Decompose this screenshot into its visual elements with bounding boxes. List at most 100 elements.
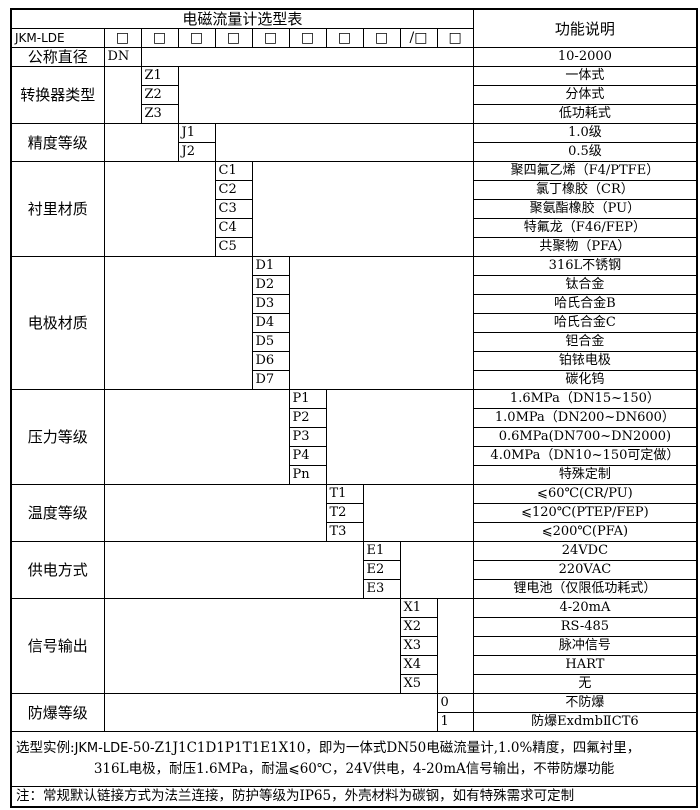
table-row: X3 脉冲信号	[11, 636, 698, 656]
option-code: T1	[325, 484, 364, 504]
blank-cell	[103, 598, 401, 694]
option-code: C4	[214, 218, 253, 238]
option-function: 共聚物（PFA）	[472, 237, 698, 257]
option-function: 聚四氟乙烯（F4/PTFE）	[472, 161, 698, 181]
blank-cell	[103, 123, 179, 162]
group-label: 防爆等级	[10, 693, 105, 732]
option-code: C1	[214, 161, 253, 181]
group-label: 温度等级	[10, 484, 105, 542]
example-line1: -50-Z1J1C1D1P1T1E1X10，即为一体式DN50电磁流量计,1.0…	[128, 740, 641, 756]
diameter-label: 公称直径	[10, 47, 105, 67]
option-code: X3	[399, 636, 438, 656]
option-code: Z1	[140, 66, 179, 86]
option-code: D5	[251, 332, 290, 352]
table-row: Pn 特殊定制	[11, 465, 698, 485]
option-function: 分体式	[472, 85, 698, 105]
option-code: P2	[288, 408, 327, 428]
table-row: X5 无	[11, 674, 698, 694]
table-row: 电极材质 D1 316L不锈钢	[10, 256, 698, 390]
option-function: 不防爆	[472, 693, 698, 713]
option-code: D7	[251, 370, 290, 390]
option-function: 碳化钨	[472, 370, 698, 390]
option-code: D2	[251, 275, 290, 295]
table-row: T3 ⩽200℃(PFA)	[11, 522, 698, 542]
table-row: D2 钛合金	[11, 275, 698, 295]
blank-cell	[399, 541, 474, 599]
option-function: HART	[472, 655, 698, 675]
example-model: JKM-LDE	[74, 741, 129, 756]
table-row: E2 220VAC	[11, 560, 698, 580]
option-code: T3	[325, 522, 364, 542]
group-label: 信号输出	[10, 598, 105, 694]
option-code: D3	[251, 294, 290, 314]
group-label: 压力等级	[10, 389, 105, 485]
option-function: 0.5级	[472, 142, 698, 162]
option-function: 1.6MPa（DN15~150）	[472, 389, 698, 409]
option-function: 1.0级	[472, 123, 698, 143]
option-function: 无	[472, 674, 698, 694]
option-function: 220VAC	[472, 560, 698, 580]
code-box: □	[103, 28, 142, 48]
blank-cell	[436, 598, 474, 694]
option-function: 低功耗式	[472, 104, 698, 124]
option-function: 一体式	[472, 66, 698, 86]
blank-cell	[103, 66, 142, 124]
option-function: 316L不锈钢	[472, 256, 698, 276]
blank-cell	[251, 161, 474, 257]
option-code: 0	[436, 693, 474, 713]
table-row: X4 HART	[11, 655, 698, 675]
table-row: 衬里材质 C1 聚四氟乙烯（F4/PTFE）	[10, 161, 698, 257]
selection-table: 电磁流量计选型表 功能说明 JKM-LDE □ □ □ □ □ □ □ □/□ □ 公称直径 D…	[10, 8, 699, 808]
table-row: C3 聚氨酯橡胶（PU）	[11, 199, 698, 219]
option-code: D4	[251, 313, 290, 333]
example-prefix: 选型实例:	[16, 740, 75, 756]
group-label: 供电方式	[10, 541, 105, 599]
blank-cell	[362, 484, 474, 542]
blank-cell	[103, 693, 438, 732]
code-box: □	[362, 28, 401, 48]
blank-cell	[103, 389, 290, 485]
table-row: 温度等级 T1 ⩽60℃(CR/PU)	[10, 484, 698, 542]
option-function: 聚氨酯橡胶（PU）	[472, 199, 698, 219]
option-code: E1	[362, 541, 401, 561]
table-row: D5 钽合金	[11, 332, 698, 352]
blank-cell	[140, 47, 474, 67]
table-row: X2 RS-485	[11, 617, 698, 637]
option-code: C2	[214, 180, 253, 200]
option-function: ⩽120℃(PTEP/FEP)	[472, 503, 698, 523]
option-code: 1	[436, 712, 474, 732]
model-prefix: JKM-LDE	[10, 28, 105, 48]
code-box: /□	[399, 28, 438, 48]
option-function: 24VDC	[472, 541, 698, 561]
option-code: Z3	[140, 104, 179, 124]
option-function: 0.6MPa(DN700~DN2000)	[472, 427, 698, 447]
blank-cell	[103, 541, 364, 599]
blank-cell	[325, 389, 474, 485]
option-code: X4	[399, 655, 438, 675]
option-code: X1	[399, 598, 438, 618]
blank-cell	[177, 66, 474, 124]
option-function: 特殊定制	[472, 465, 698, 485]
table-row: 压力等级 P1 1.6MPa（DN15~150）	[10, 389, 698, 485]
option-code: X2	[399, 617, 438, 637]
table-row: Z3 低功耗式	[11, 104, 698, 124]
option-code: E3	[362, 579, 401, 599]
option-function: ⩽200℃(PFA)	[472, 522, 698, 542]
option-code: P1	[288, 389, 327, 409]
diameter-function: 10-2000	[472, 47, 698, 67]
note: 注：常规默认链接方式为法兰连接，防护等级为IP65，外壳材料为碳钢，如有特殊需求…	[10, 786, 698, 808]
blank-cell	[214, 123, 474, 162]
table-row: D3 哈氏合金B	[11, 294, 698, 314]
option-function: 4.0MPa（DN10~150可定做）	[472, 446, 698, 466]
group-label: 电极材质	[10, 256, 105, 390]
code-box: □	[251, 28, 290, 48]
table-row: 精度等级 J1 1.0级	[10, 123, 698, 162]
blank-cell	[288, 256, 474, 390]
code-box: □	[325, 28, 364, 48]
option-code: D1	[251, 256, 290, 276]
option-function: 钽合金	[472, 332, 698, 352]
option-function: 特氟龙（F46/FEP）	[472, 218, 698, 238]
code-box: □	[177, 28, 216, 48]
option-function: 锂电池（仅限低功耗式）	[472, 579, 698, 599]
table-row: 信号输出 X1 4-20mA	[10, 598, 698, 694]
